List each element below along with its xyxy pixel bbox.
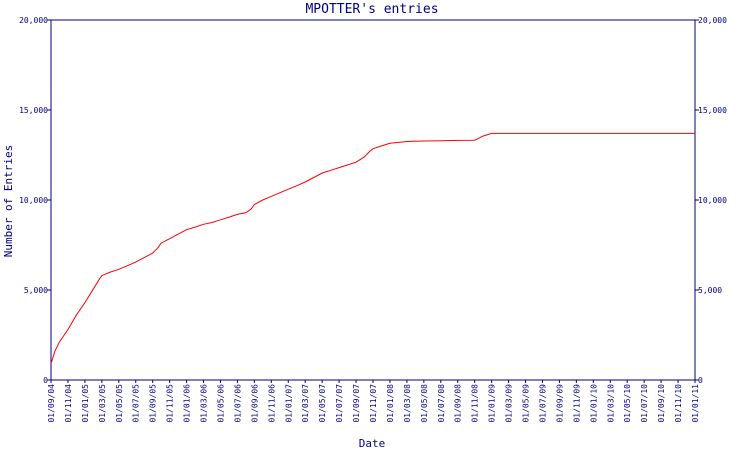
x-tick-label: 01/01/07	[284, 384, 293, 423]
x-axis-label: Date	[359, 437, 386, 450]
x-tick-label: 01/09/08	[454, 384, 463, 423]
x-tick-label: 01/01/10	[589, 384, 598, 423]
x-tick-label: 01/07/09	[538, 384, 547, 423]
x-tick-label: 01/09/10	[657, 384, 666, 423]
y-tick-left-label: 0	[43, 376, 48, 385]
x-tick-label: 01/11/04	[64, 384, 73, 423]
y-tick-right-label: 20,000	[698, 16, 727, 25]
x-tick-label: 01/11/07	[369, 384, 378, 423]
y-tick-left-label: 15,000	[19, 106, 48, 115]
x-tick-label: 01/03/07	[301, 384, 310, 423]
x-tick-label: 01/05/07	[318, 384, 327, 423]
x-tick-label: 01/01/09	[488, 384, 497, 423]
x-tick-label: 01/07/10	[640, 384, 649, 423]
x-tick-label: 01/05/06	[216, 384, 225, 423]
x-tick-label: 01/03/10	[606, 384, 615, 423]
x-tick-label: 01/11/09	[572, 384, 581, 423]
x-tick-label: 01/07/08	[437, 384, 446, 423]
x-tick-label: 01/11/10	[674, 384, 683, 423]
x-tick-label: 01/09/04	[47, 384, 56, 423]
x-tick-label: 01/03/09	[505, 384, 514, 423]
chart-title: MPOTTER's entries	[305, 2, 438, 17]
x-tick-label: 01/01/06	[183, 384, 192, 423]
x-tick-label: 01/09/06	[250, 384, 259, 423]
series-line-entries	[50, 132, 695, 364]
y-tick-left-label: 5,000	[24, 286, 48, 295]
x-tick-label: 01/03/06	[200, 384, 209, 423]
x-tick-label: 01/11/08	[471, 384, 480, 423]
x-tick-label: 01/11/05	[166, 384, 175, 423]
x-tick-label: 01/05/08	[420, 384, 429, 423]
x-tick-label: 01/03/05	[98, 384, 107, 423]
x-axis: 01/09/04 01/11/04 01/01/05 01/03/05 01/05/05…	[47, 380, 700, 423]
y-axis-label: Number of Entries	[2, 145, 15, 258]
plot-area	[50, 19, 696, 381]
y-tick-left-label: 20,000	[19, 16, 48, 25]
y-tick-right-label: 0	[698, 376, 703, 385]
x-tick-label: 01/07/05	[132, 384, 141, 423]
x-tick-label: 01/05/10	[623, 384, 632, 423]
y-axis-right: 0 5,000 10,000 15,000 20,000	[695, 16, 727, 385]
x-tick-label: 01/09/07	[352, 384, 361, 423]
y-tick-right-label: 15,000	[698, 106, 727, 115]
y-tick-left-label: 10,000	[19, 196, 48, 205]
y-tick-right-label: 5,000	[698, 286, 722, 295]
y-axis-left: 0 5,000 10,000 15,000 20,000	[19, 16, 51, 385]
x-tick-label: 01/01/08	[386, 384, 395, 423]
x-tick-label: 01/09/09	[555, 384, 564, 423]
x-tick-label: 01/07/06	[233, 384, 242, 423]
x-tick-label: 01/01/05	[81, 384, 90, 423]
x-tick-label: 01/11/06	[267, 384, 276, 423]
x-tick-label: 01/05/05	[115, 384, 124, 423]
x-tick-label: 01/05/09	[522, 384, 531, 423]
x-tick-label: 01/03/08	[403, 384, 412, 423]
x-tick-label: 01/07/07	[335, 384, 344, 423]
x-tick-label: 01/09/05	[149, 384, 158, 423]
y-tick-right-label: 10,000	[698, 196, 727, 205]
x-tick-label: 01/01/11	[691, 384, 700, 423]
